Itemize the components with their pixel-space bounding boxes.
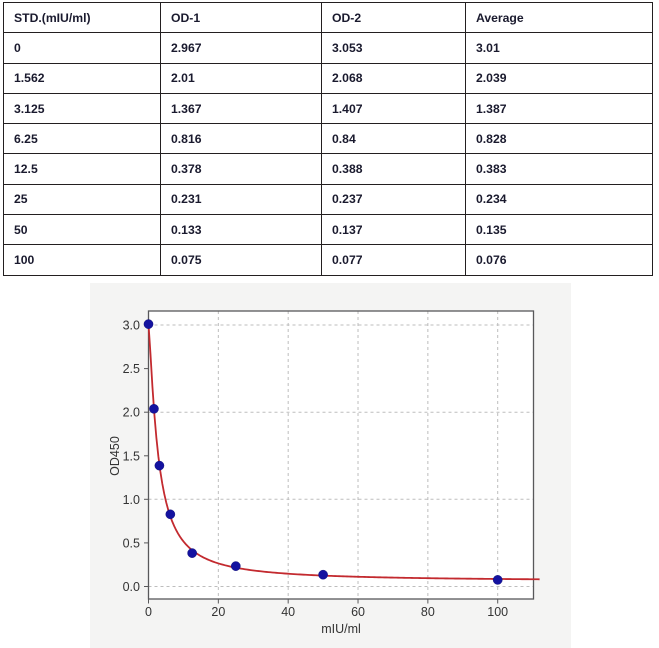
svg-text:mIU/ml: mIU/ml [321, 622, 361, 636]
svg-text:3.0: 3.0 [123, 319, 140, 333]
svg-text:1.0: 1.0 [123, 493, 140, 507]
svg-text:0.5: 0.5 [123, 536, 140, 550]
svg-text:20: 20 [211, 605, 225, 619]
svg-text:1.5: 1.5 [123, 449, 140, 463]
svg-text:2.5: 2.5 [123, 362, 140, 376]
svg-text:0: 0 [145, 605, 152, 619]
svg-text:100: 100 [487, 605, 508, 619]
svg-text:OD450: OD450 [108, 436, 122, 476]
svg-text:80: 80 [421, 605, 435, 619]
svg-text:60: 60 [351, 605, 365, 619]
svg-text:0.0: 0.0 [123, 580, 140, 594]
svg-text:2.0: 2.0 [123, 406, 140, 420]
svg-text:40: 40 [281, 605, 295, 619]
